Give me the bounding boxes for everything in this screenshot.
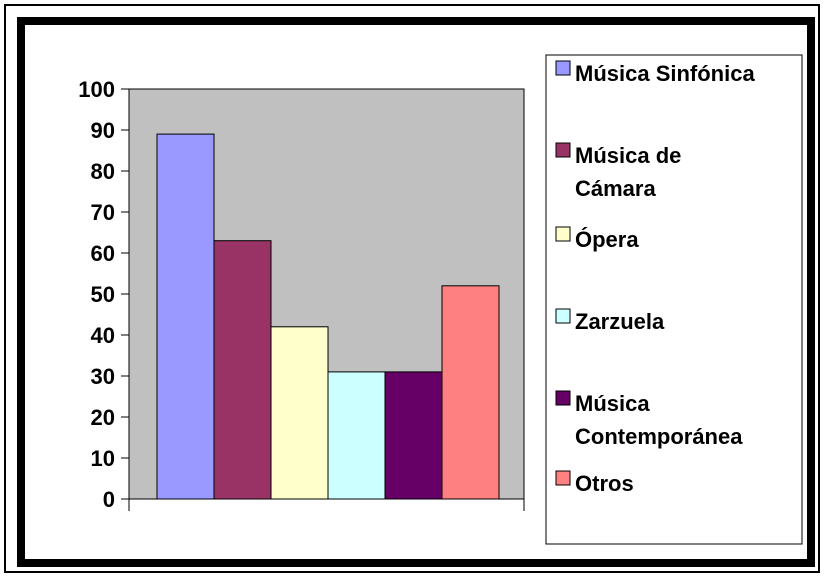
- y-tick-label: 10: [91, 446, 115, 471]
- y-tick-label: 20: [91, 405, 115, 430]
- y-axis: 0 10 20 30 40 50 60 70 80 90 100: [78, 77, 525, 512]
- legend-label: Ópera: [575, 227, 639, 252]
- bar-5: [384, 371, 443, 500]
- legend: Música Sinfónica Música de Cámara Ópera Zarz…: [545, 54, 803, 545]
- legend-swatch: [555, 142, 571, 158]
- y-tick-label: 100: [78, 77, 115, 102]
- bar-6: [441, 285, 500, 500]
- legend-label: Contemporánea: [575, 424, 743, 449]
- legend-swatch: [555, 226, 571, 242]
- bar-3: [270, 326, 329, 500]
- bars-group: [156, 133, 500, 500]
- bar-1: [156, 133, 215, 500]
- legend-swatch: [555, 60, 571, 76]
- bar-4: [327, 371, 386, 500]
- legend-label: Música: [575, 391, 650, 416]
- legend-label: Música Sinfónica: [575, 61, 755, 86]
- bar-2: [213, 240, 272, 500]
- y-tick-label: 60: [91, 241, 115, 266]
- y-tick-label: 80: [91, 159, 115, 184]
- y-tick-label: 50: [91, 282, 115, 307]
- legend-label: Cámara: [575, 176, 656, 201]
- y-tick-label: 90: [91, 118, 115, 143]
- y-tick-label: 40: [91, 323, 115, 348]
- legend-box: [545, 54, 803, 545]
- y-tick-label: 0: [103, 487, 115, 512]
- legend-label: Otros: [575, 471, 634, 496]
- legend-label: Zarzuela: [575, 309, 665, 334]
- y-tick-label: 70: [91, 200, 115, 225]
- legend-swatch: [555, 308, 571, 324]
- legend-label: Música de: [575, 143, 681, 168]
- legend-swatch: [555, 470, 571, 486]
- legend-swatch: [555, 390, 571, 406]
- y-tick-label: 30: [91, 364, 115, 389]
